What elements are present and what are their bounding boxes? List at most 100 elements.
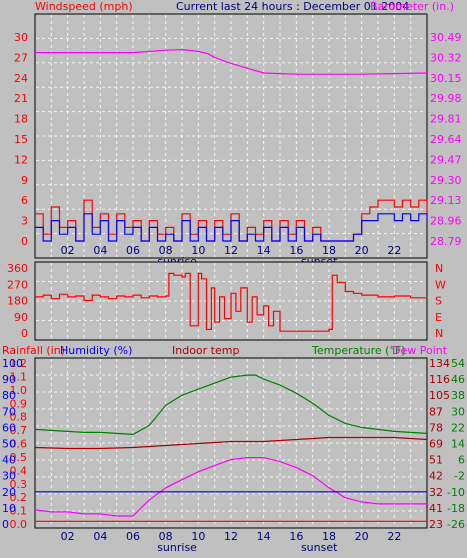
barometer-axis-label: Barometer (in.) (370, 0, 454, 13)
temperature-c-tick-label: 6 (458, 454, 465, 467)
rainfall-tick-label: 1.0 (10, 384, 28, 397)
hour-tick-label: 04 (93, 530, 107, 543)
windspeed-tick-label: 21 (14, 92, 28, 105)
hour-tick-label: 08 (159, 244, 173, 257)
hour-tick-label: 06 (126, 530, 140, 543)
temperature-f-tick-label: 134 (429, 357, 450, 370)
hour-tick-label: 18 (322, 530, 336, 543)
rainfall-tick-label: 0.4 (10, 464, 28, 477)
compass-tick-label: N (435, 327, 443, 340)
barometer-tick-label: 30.32 (430, 51, 462, 64)
humidity-tick-label: 0 (2, 518, 9, 531)
temperature-c-tick-label: -26 (447, 518, 465, 531)
humidity-tick-label: 10 (2, 502, 16, 515)
hour-tick-label: 20 (355, 530, 369, 543)
humidity-tick-label: 50 (2, 438, 16, 451)
indoor-temp-label: Indoor temp (172, 344, 239, 357)
humidity-tick-label: 60 (2, 421, 16, 434)
windspeed-tick-label: 18 (14, 113, 28, 126)
humidity-tick-label: 70 (2, 405, 16, 418)
rainfall-tick-label: 0.7 (10, 424, 28, 437)
hour-tick-label: 14 (257, 244, 271, 257)
humidity-tick-label: 80 (2, 389, 16, 402)
barometer-tick-label: 30.49 (430, 31, 462, 44)
humidity-tick-label: 90 (2, 373, 16, 386)
barometer-tick-label: 29.47 (430, 153, 462, 166)
hour-tick-label: 10 (191, 530, 205, 543)
hour-tick-label: 12 (224, 530, 238, 543)
hour-tick-label: 16 (289, 244, 303, 257)
rainfall-tick-label: 0.6 (10, 438, 28, 451)
rainfall-tick-label: 0.9 (10, 397, 28, 410)
temperature-f-tick-label: 78 (429, 421, 443, 434)
sun-event-label: sunset (301, 541, 338, 554)
temperature-series (34, 374, 428, 436)
dewpoint-series (34, 457, 427, 517)
temperature-f-tick-label: 41 (429, 502, 443, 515)
hour-tick-label: 02 (61, 530, 75, 543)
hour-tick-label: 16 (289, 530, 303, 543)
windspeed-tick-label: 3 (21, 215, 28, 228)
temperature-f-tick-label: 105 (429, 389, 450, 402)
hour-tick-label: 10 (191, 244, 205, 257)
windspeed-tick-label: 30 (14, 31, 28, 44)
windspeed-tick-label: 12 (14, 153, 28, 166)
hour-tick-label: 02 (61, 244, 75, 257)
temperature-c-tick-label: 54 (451, 357, 465, 370)
rainfall-tick-label: 0.2 (10, 491, 28, 504)
rainfall-axis-label: Rainfall (in) (2, 344, 65, 357)
compass-tick-label: E (435, 311, 442, 324)
temperature-c-tick-label: 46 (451, 373, 465, 386)
hour-tick-label: 08 (159, 530, 173, 543)
barometer-tick-label: 28.79 (430, 235, 462, 248)
temperature-c-tick-label: -10 (447, 486, 465, 499)
windspeed-tick-label: 6 (21, 194, 28, 207)
rainfall-tick-label: 0.8 (10, 411, 28, 424)
temperature-c-tick-label: 38 (451, 389, 465, 402)
hour-tick-label: 18 (322, 244, 336, 257)
rainfall-tick-label: 0.1 (10, 505, 28, 518)
hour-tick-label: 20 (355, 244, 369, 257)
compass-tick-label: N (435, 262, 443, 275)
hour-tick-label: 22 (387, 530, 401, 543)
humidity-tick-label: 100 (2, 357, 23, 370)
barometer-tick-label: 29.81 (430, 113, 462, 126)
humidity-tick-label: 20 (2, 486, 16, 499)
temperature-f-tick-label: 42 (429, 470, 443, 483)
barometer-tick-label: 28.96 (430, 215, 462, 228)
temperature-c-tick-label: 22 (451, 421, 465, 434)
compass-tick-label: S (435, 295, 442, 308)
temperature-f-tick-label: 51 (429, 454, 443, 467)
temperature-axis-label: Temperature (°F) (311, 344, 406, 357)
temperature-f-tick-label: 32 (429, 486, 443, 499)
hour-tick-label: 14 (257, 530, 271, 543)
wind-direction-series (35, 272, 428, 332)
windspeed-tick-label: 15 (14, 133, 28, 146)
windspeed-axis-label: Windspeed (mph) (35, 0, 133, 13)
temperature-c-tick-label: -2 (454, 470, 465, 483)
rainfall-tick-label: 1.2 (10, 357, 28, 370)
hour-tick-label: 12 (224, 244, 238, 257)
direction-tick-label: 270 (7, 278, 28, 291)
direction-tick-label: 0 (21, 327, 28, 340)
humidity-tick-label: 30 (2, 470, 16, 483)
humidity-tick-label: 40 (2, 454, 16, 467)
compass-tick-label: W (435, 278, 446, 291)
barometer-series (35, 48, 428, 75)
windspeed-tick-label: 0 (21, 235, 28, 248)
humidity-axis-label: Humidity (%) (60, 344, 132, 357)
rainfall-tick-label: 0.3 (10, 478, 28, 491)
temperature-f-tick-label: 87 (429, 405, 443, 418)
wind-gust-series (35, 213, 428, 242)
barometer-tick-label: 29.13 (430, 194, 462, 207)
barometer-tick-label: 29.30 (430, 174, 462, 187)
temperature-c-tick-label: 14 (451, 438, 465, 451)
barometer-tick-label: 29.98 (430, 92, 462, 105)
temperature-c-tick-label: -18 (447, 502, 465, 515)
rainfall-tick-label: 1.1 (10, 370, 28, 383)
sun-event-label: sunrise (157, 541, 197, 554)
temperature-c-tick-label: 30 (451, 405, 465, 418)
